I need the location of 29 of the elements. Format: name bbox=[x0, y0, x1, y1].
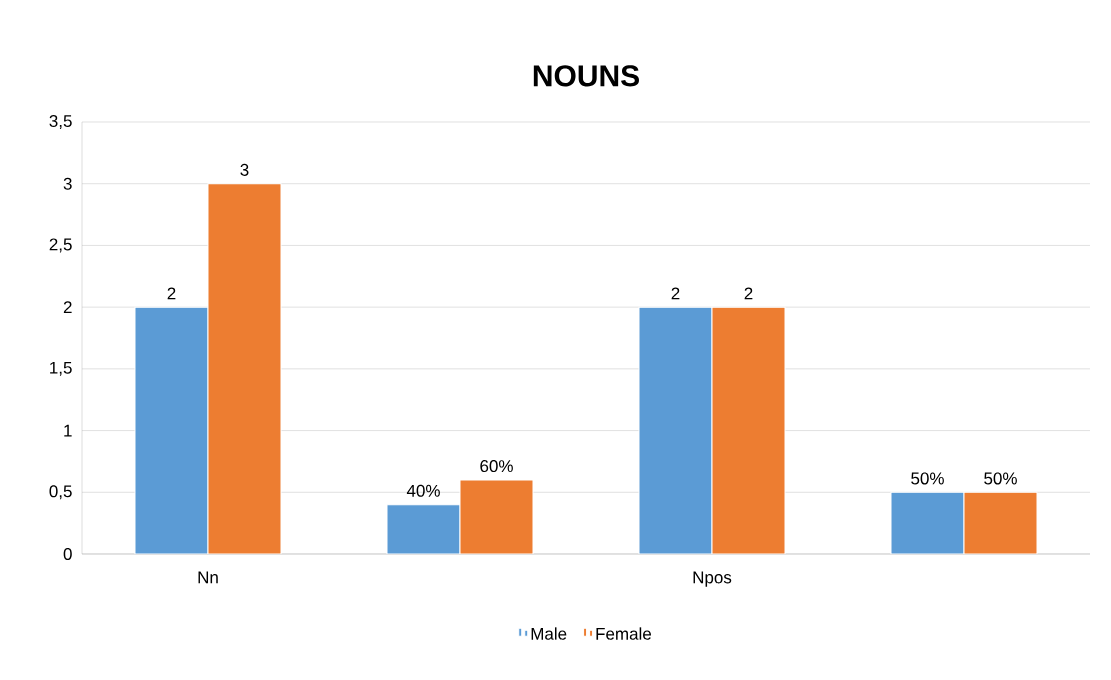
x-tick-label: Nn bbox=[198, 571, 218, 584]
bar bbox=[638, 306, 713, 554]
legend-label: Male bbox=[531, 627, 567, 640]
bar bbox=[963, 491, 1038, 554]
data-label: 50% bbox=[911, 472, 944, 485]
x-tick-label: Npos bbox=[693, 571, 732, 587]
data-label: 3 bbox=[240, 163, 249, 176]
data-label: 50% bbox=[984, 472, 1017, 485]
y-tick-label: 1 bbox=[64, 424, 72, 437]
data-label: 60% bbox=[480, 460, 513, 473]
bar bbox=[134, 306, 209, 554]
bar bbox=[890, 491, 965, 554]
legend-label: Female bbox=[596, 627, 652, 640]
data-label: 2 bbox=[744, 287, 753, 300]
y-tick-label: 0,5 bbox=[49, 485, 72, 500]
chart-title: NOUNS bbox=[533, 65, 639, 87]
y-tick-label: 3,5 bbox=[49, 114, 72, 130]
data-label: 40% bbox=[406, 484, 440, 497]
bar bbox=[711, 306, 786, 554]
bar bbox=[459, 479, 534, 554]
data-label: 2 bbox=[167, 287, 176, 300]
y-tick-label: 2,5 bbox=[49, 238, 72, 253]
y-tick-label: 2 bbox=[63, 301, 72, 314]
bar bbox=[207, 183, 282, 554]
data-label: 2 bbox=[671, 287, 680, 300]
y-tick-label: 0 bbox=[63, 547, 72, 561]
y-tick-label: 3 bbox=[63, 177, 72, 190]
bar bbox=[386, 504, 461, 554]
y-tick-label: 1,5 bbox=[50, 361, 72, 376]
